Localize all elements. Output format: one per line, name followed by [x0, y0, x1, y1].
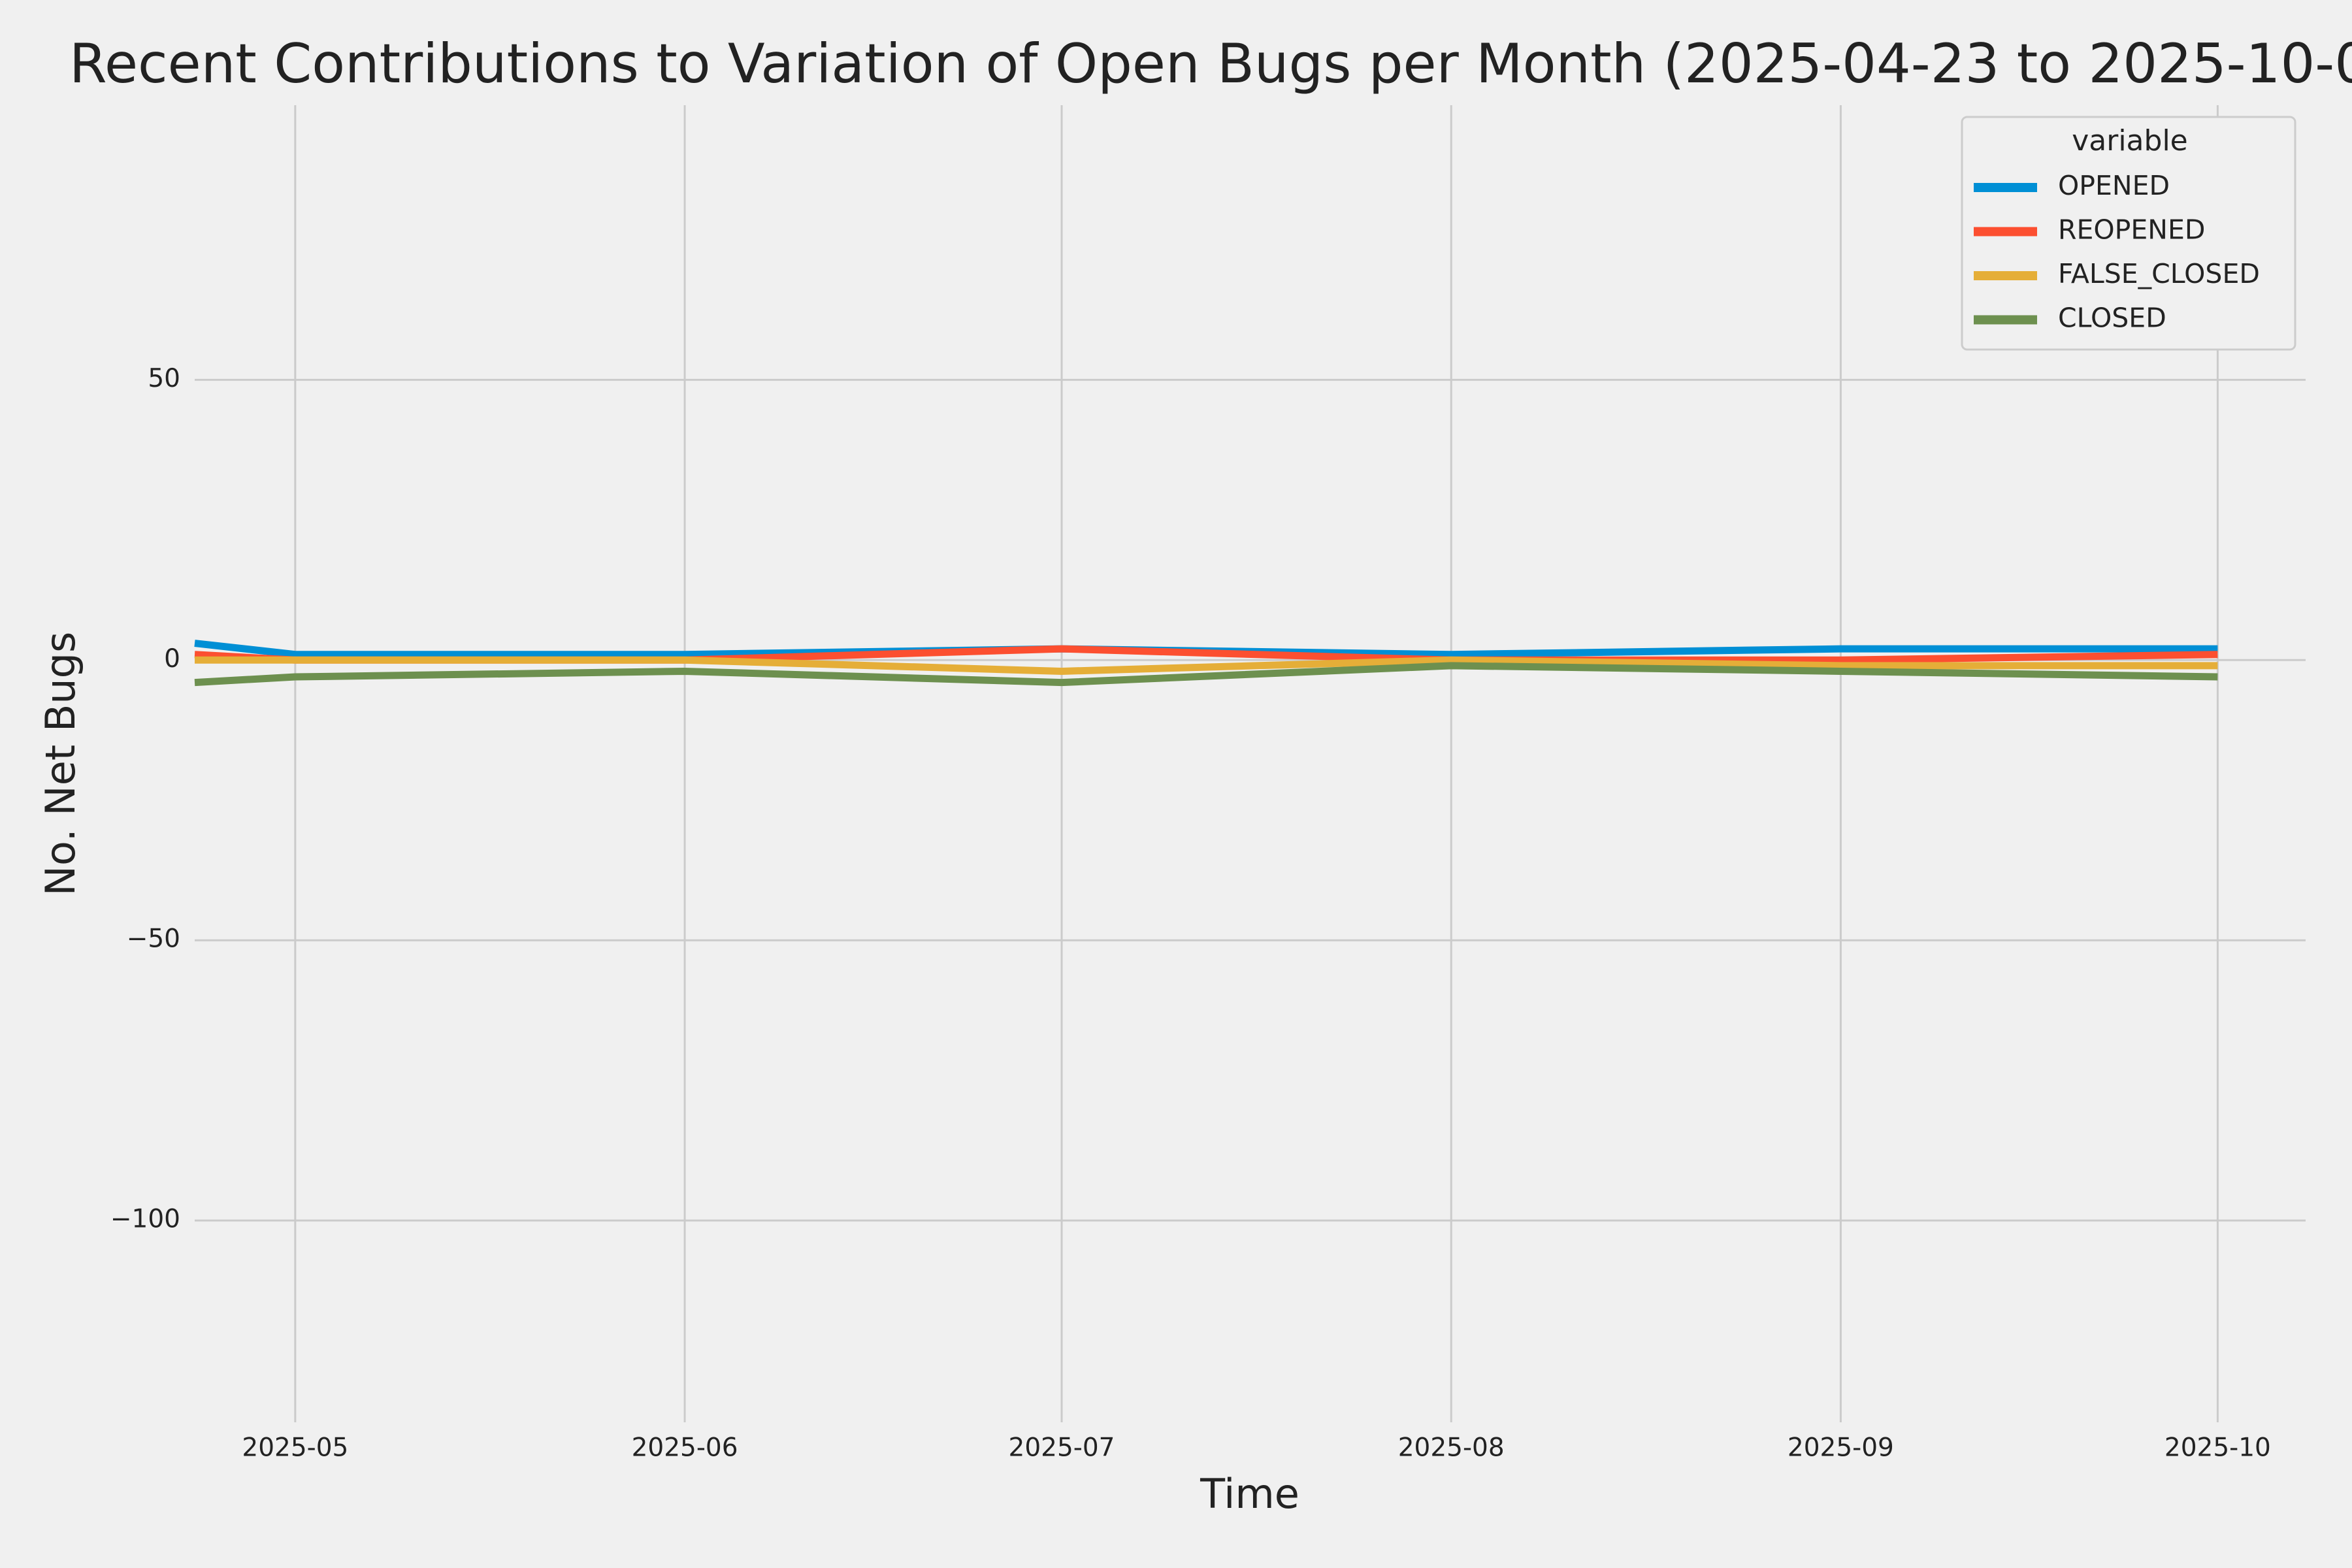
series-line	[195, 656, 2218, 675]
x-tick-label: 2025-05	[242, 1433, 348, 1463]
y-tick-label: −100	[110, 1205, 180, 1234]
x-tick-label: 2025-09	[1788, 1433, 1894, 1463]
x-tick-label: 2025-08	[1398, 1433, 1505, 1463]
legend-label: FALSE_CLOSED	[2058, 258, 2260, 289]
series-line	[194, 662, 2218, 687]
legend-title: variable	[2072, 124, 2188, 157]
legend-label: OPENED	[2058, 170, 2170, 201]
legend: variable OPENED REOPENED FALSE_CLOSED CLOSED	[1961, 116, 2296, 351]
x-tick-label: 2025-07	[1009, 1433, 1115, 1463]
x-tick-label: 2025-10	[2164, 1433, 2271, 1463]
x-axis-label: Time	[1200, 1470, 1299, 1518]
y-tick-label: 0	[164, 644, 180, 674]
legend-label: REOPENED	[2058, 214, 2205, 246]
x-tick-label: 2025-06	[632, 1433, 738, 1463]
legend-label: CLOSED	[2058, 302, 2166, 334]
legend-box	[1961, 116, 2296, 351]
y-axis-label: No. Net Bugs	[37, 632, 84, 896]
y-tick-label: 50	[148, 364, 180, 393]
chart-title: Recent Contributions to Variation of Ope…	[69, 32, 2352, 95]
y-tick-label: −50	[127, 924, 180, 954]
